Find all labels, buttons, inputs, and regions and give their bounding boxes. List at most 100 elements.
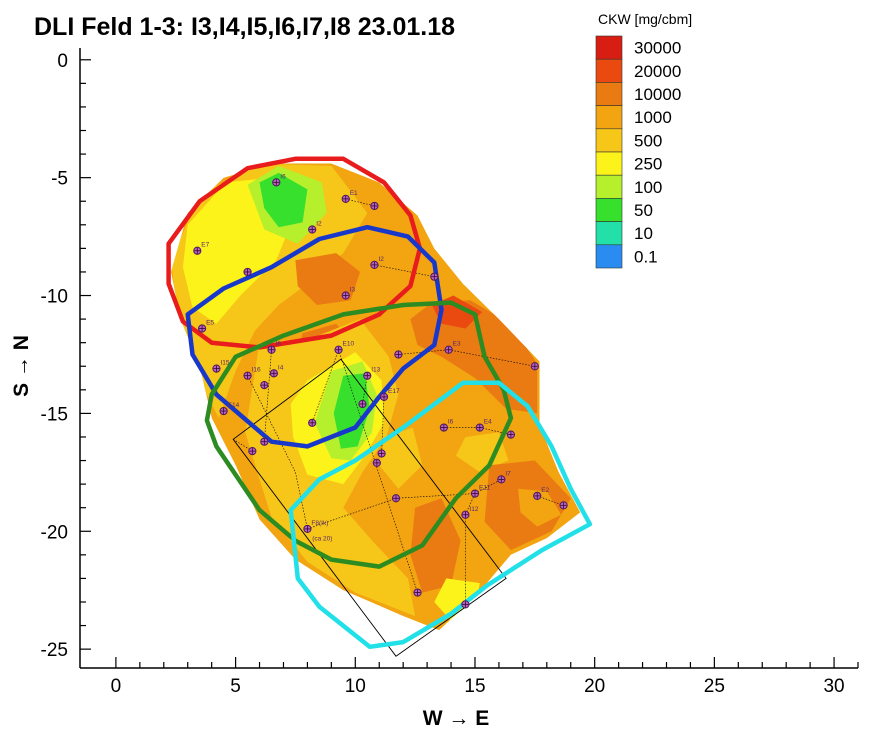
sampling-point-label: E2 <box>541 487 549 494</box>
sampling-link-14 <box>479 427 511 435</box>
annotation-label-0: (ca 20) <box>312 536 332 543</box>
sampling-link-12 <box>374 264 435 277</box>
sampling-point-label: I4 <box>278 364 284 371</box>
sampling-point-13 <box>394 350 403 359</box>
sampling-point-label: E7 <box>201 242 209 249</box>
legend-label: 0.1 <box>634 247 658 266</box>
sampling-point-label: E3 <box>453 341 461 348</box>
sampling-point-label: E5 <box>206 320 214 327</box>
legend-swatch <box>595 105 623 130</box>
y-axis-ticks: 0 -5 -10 -15 -20 -25 <box>41 51 91 661</box>
sampling-link-10 <box>307 497 397 530</box>
zone-outline-0 <box>166 156 423 350</box>
legend-label: 500 <box>634 131 662 150</box>
legend-title: CKW [mg/cbm] <box>598 11 692 27</box>
contour-region-16 <box>379 427 423 489</box>
legend-label: 1000 <box>634 108 672 127</box>
sampling-point-5: I2 <box>370 256 384 269</box>
sampling-link-5 <box>448 349 535 367</box>
legend-label: 30000 <box>634 39 681 58</box>
sampling-point-17: I4 <box>269 364 284 378</box>
sampling-point-12: E3 <box>444 341 461 354</box>
legend-swatch <box>595 244 623 269</box>
sampling-point-3: I2 <box>308 221 322 234</box>
legend-label: 50 <box>634 201 653 220</box>
y-tick-label: -15 <box>41 404 68 425</box>
zone-outline-2 <box>204 300 514 569</box>
x-tick-label: 30 <box>823 676 844 697</box>
sampling-point-label: I12 <box>469 506 478 513</box>
sampling-link-7 <box>395 493 476 499</box>
contour-region-8 <box>333 373 370 449</box>
y-tick-label: -5 <box>51 169 68 190</box>
sampling-point-label: I7 <box>505 470 511 477</box>
y-tick-label: -25 <box>41 640 68 661</box>
sampling-point-2 <box>370 201 379 211</box>
legend-label: 10 <box>634 224 653 243</box>
legend-label: 20000 <box>634 62 681 81</box>
legend-swatch <box>595 151 623 176</box>
sampling-point-26 <box>506 430 515 439</box>
sampling-link-17 <box>381 396 385 454</box>
legend-swatch <box>595 221 623 246</box>
sampling-point-label: E11 <box>479 485 490 492</box>
chart-title: DLI Feld 1-3: I3,I4,I5,I6,I7,I8 23.01.18 <box>34 13 455 41</box>
legend-swatch <box>595 198 623 222</box>
color-legend: CKW [mg/cbm] 30000 20000 10000 1000 500 250 10… <box>595 11 692 269</box>
sampling-point-1: E1 <box>341 190 358 203</box>
sampling-points: I6 E1 I2 E7 I2 I3 E5 I8 E10 E3 I15 I16 I4 I13 E14 E17 I6… <box>193 173 568 609</box>
sampling-point-label: I8 <box>276 341 282 348</box>
contour-region-14 <box>410 498 461 593</box>
sampling-point-30 <box>372 458 381 468</box>
x-tick-label: 10 <box>345 676 366 697</box>
sampling-point-32: E11 <box>470 485 490 498</box>
sampling-link-0 <box>311 349 339 423</box>
sampling-point-label: I3 <box>350 287 356 294</box>
sampling-point-22 <box>358 399 367 409</box>
sampling-point-label: E17 <box>388 388 400 395</box>
sampling-point-label: E1 <box>350 190 358 197</box>
sampling-point-14 <box>530 362 539 371</box>
sampling-point-19: I13 <box>363 367 381 380</box>
sampling-point-label: I6 <box>448 419 454 426</box>
legend-swatch <box>595 82 623 106</box>
sampling-point-6 <box>430 272 439 281</box>
sampling-point-33: E2 <box>533 487 550 501</box>
legend-swatch <box>595 35 623 60</box>
y-axis-label: S → N <box>10 335 33 397</box>
sampling-point-11: E10 <box>334 341 355 354</box>
sampling-point-0: I6 <box>272 173 286 187</box>
sampling-point-4: E7 <box>193 242 210 255</box>
sampling-point-label: I15 <box>220 360 229 367</box>
legend-swatch <box>595 58 623 83</box>
contour-region-3 <box>259 172 308 228</box>
y-tick-label: -20 <box>41 522 68 543</box>
sampling-point-label: E14 <box>228 402 240 409</box>
x-axis-label: W → E <box>423 707 490 730</box>
sampling-point-label: I6 <box>280 173 286 180</box>
sampling-point-10: I8 <box>267 341 282 354</box>
sampling-point-39 <box>461 600 470 609</box>
legend-label: 100 <box>634 178 662 197</box>
sampling-point-23 <box>308 418 317 427</box>
sampling-point-label: E10 <box>343 341 355 348</box>
legend-label: 250 <box>634 155 662 174</box>
sampling-point-25: E4 <box>475 419 492 432</box>
x-tick-label: 5 <box>230 676 241 697</box>
sampling-point-28 <box>248 447 257 456</box>
sampling-point-label: I2 <box>378 256 384 263</box>
sampling-point-label: F8(Ik) <box>311 520 328 527</box>
sampling-point-29 <box>377 449 386 458</box>
sampling-link-11 <box>345 198 375 207</box>
x-axis-ticks: 0 5 10 15 20 25 30 <box>111 657 859 697</box>
sampling-point-24: I6 <box>439 419 454 432</box>
legend-label: 10000 <box>634 85 681 104</box>
zone-outlines <box>166 156 593 650</box>
sampling-point-7 <box>243 267 252 277</box>
x-tick-label: 25 <box>704 676 725 697</box>
sampling-point-18 <box>260 381 269 390</box>
legend-swatch <box>595 128 623 153</box>
y-tick-label: 0 <box>57 51 68 72</box>
legend-swatch <box>595 174 623 199</box>
sampling-point-label: I16 <box>252 367 261 374</box>
